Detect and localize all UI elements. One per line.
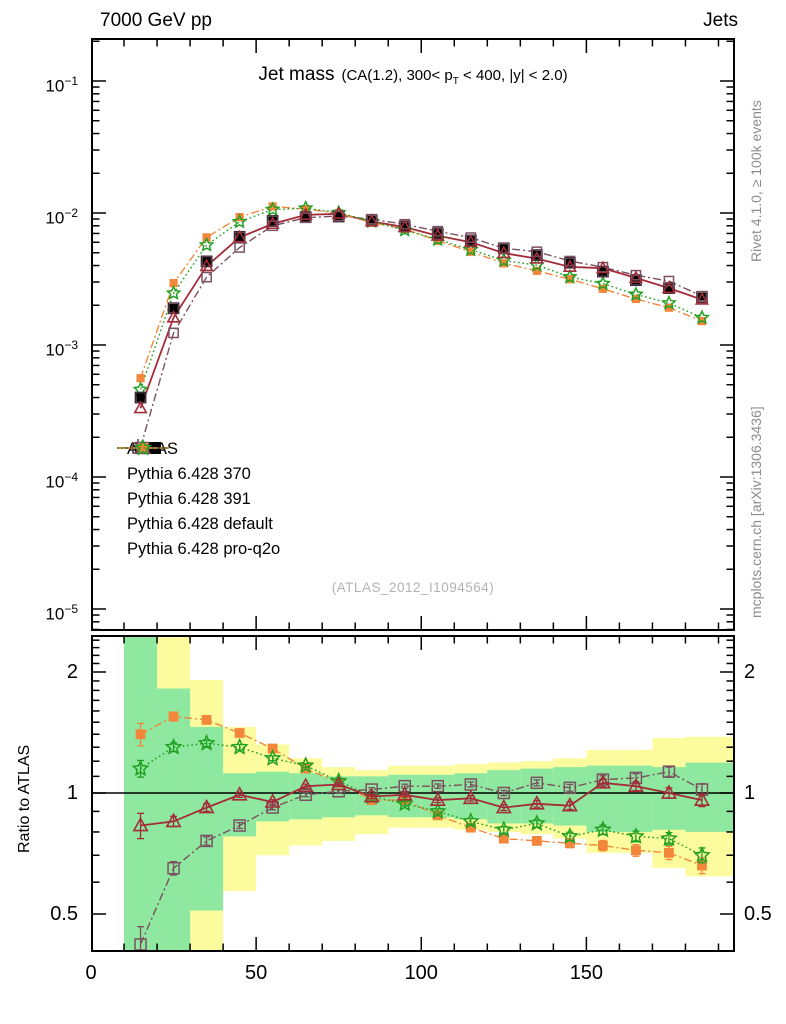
legend-item-pythia-6-428-370: Pythia 6.428 370 [113,439,280,487]
beam-energy-label: 7000 GeV pp [100,10,212,31]
x-axis-label: 0 [85,962,97,984]
mcplots-caption: mcplots.cern.ch [arXiv:1306.3436] [748,406,764,618]
plot-title-detail: (CA(1.2), 300< pT < 400, |y| < 2.0) [341,67,568,87]
main-plot-panel: Jet mass (CA(1.2), 300< pT < 400, |y| < 2… [91,38,735,631]
ratio-y-axis-label: 2 [744,661,756,683]
main-plot-svg [91,38,735,631]
main-y-axis-label: 10−2 [45,206,78,228]
legend-item-pythia-6-428-default: Pythia 6.428 default [113,443,280,537]
main-y-axis-label: 10−1 [45,74,78,96]
main-y-axis-label: 10−3 [45,338,78,360]
main-y-axis-label: 10−4 [45,470,78,492]
x-axis-label: 150 [569,962,604,984]
ratio-y-axis-label: 0.5 [50,903,78,925]
plot-title-main: Jet mass [258,64,335,85]
analysis-id-watermark: (ATLAS_2012_I1094564) [331,580,495,595]
ratio-axis-title: Ratio to ATLAS [16,744,33,853]
legend-item-label: Pythia 6.428 pro-q2o [127,540,281,558]
plot-title: Jet mass (CA(1.2), 300< pT < 400, |y| < 2… [91,64,735,87]
main-y-axis-label: 10−5 [45,602,78,624]
ratio-y-axis-label: 1 [744,782,756,804]
rivet-version-caption: Rivet 4.1.0, ≥ 100k events [748,100,764,262]
ratio-y-axis-label: 0.5 [744,903,772,925]
x-axis-label: 50 [245,962,268,984]
ratio-y-axis-label: 2 [66,661,78,683]
legend-item-pythia-6-428-391: Pythia 6.428 391 [113,441,280,512]
legend-item-label: Pythia 6.428 391 [127,490,251,508]
ratio-plot-panel [91,635,735,952]
ratio-plot-svg [91,635,735,952]
legend-item-label: Pythia 6.428 default [127,515,273,533]
x-axis-label: 100 [404,962,438,984]
legend-item-label: Pythia 6.428 370 [127,465,251,483]
ratio-y-axis-label: 1 [66,782,78,804]
star-open-legend-icon [117,438,169,456]
legend-item-pythia-6-428-pro-q2o: Pythia 6.428 pro-q2o [113,438,281,562]
analysis-group-label: Jets [703,10,738,31]
